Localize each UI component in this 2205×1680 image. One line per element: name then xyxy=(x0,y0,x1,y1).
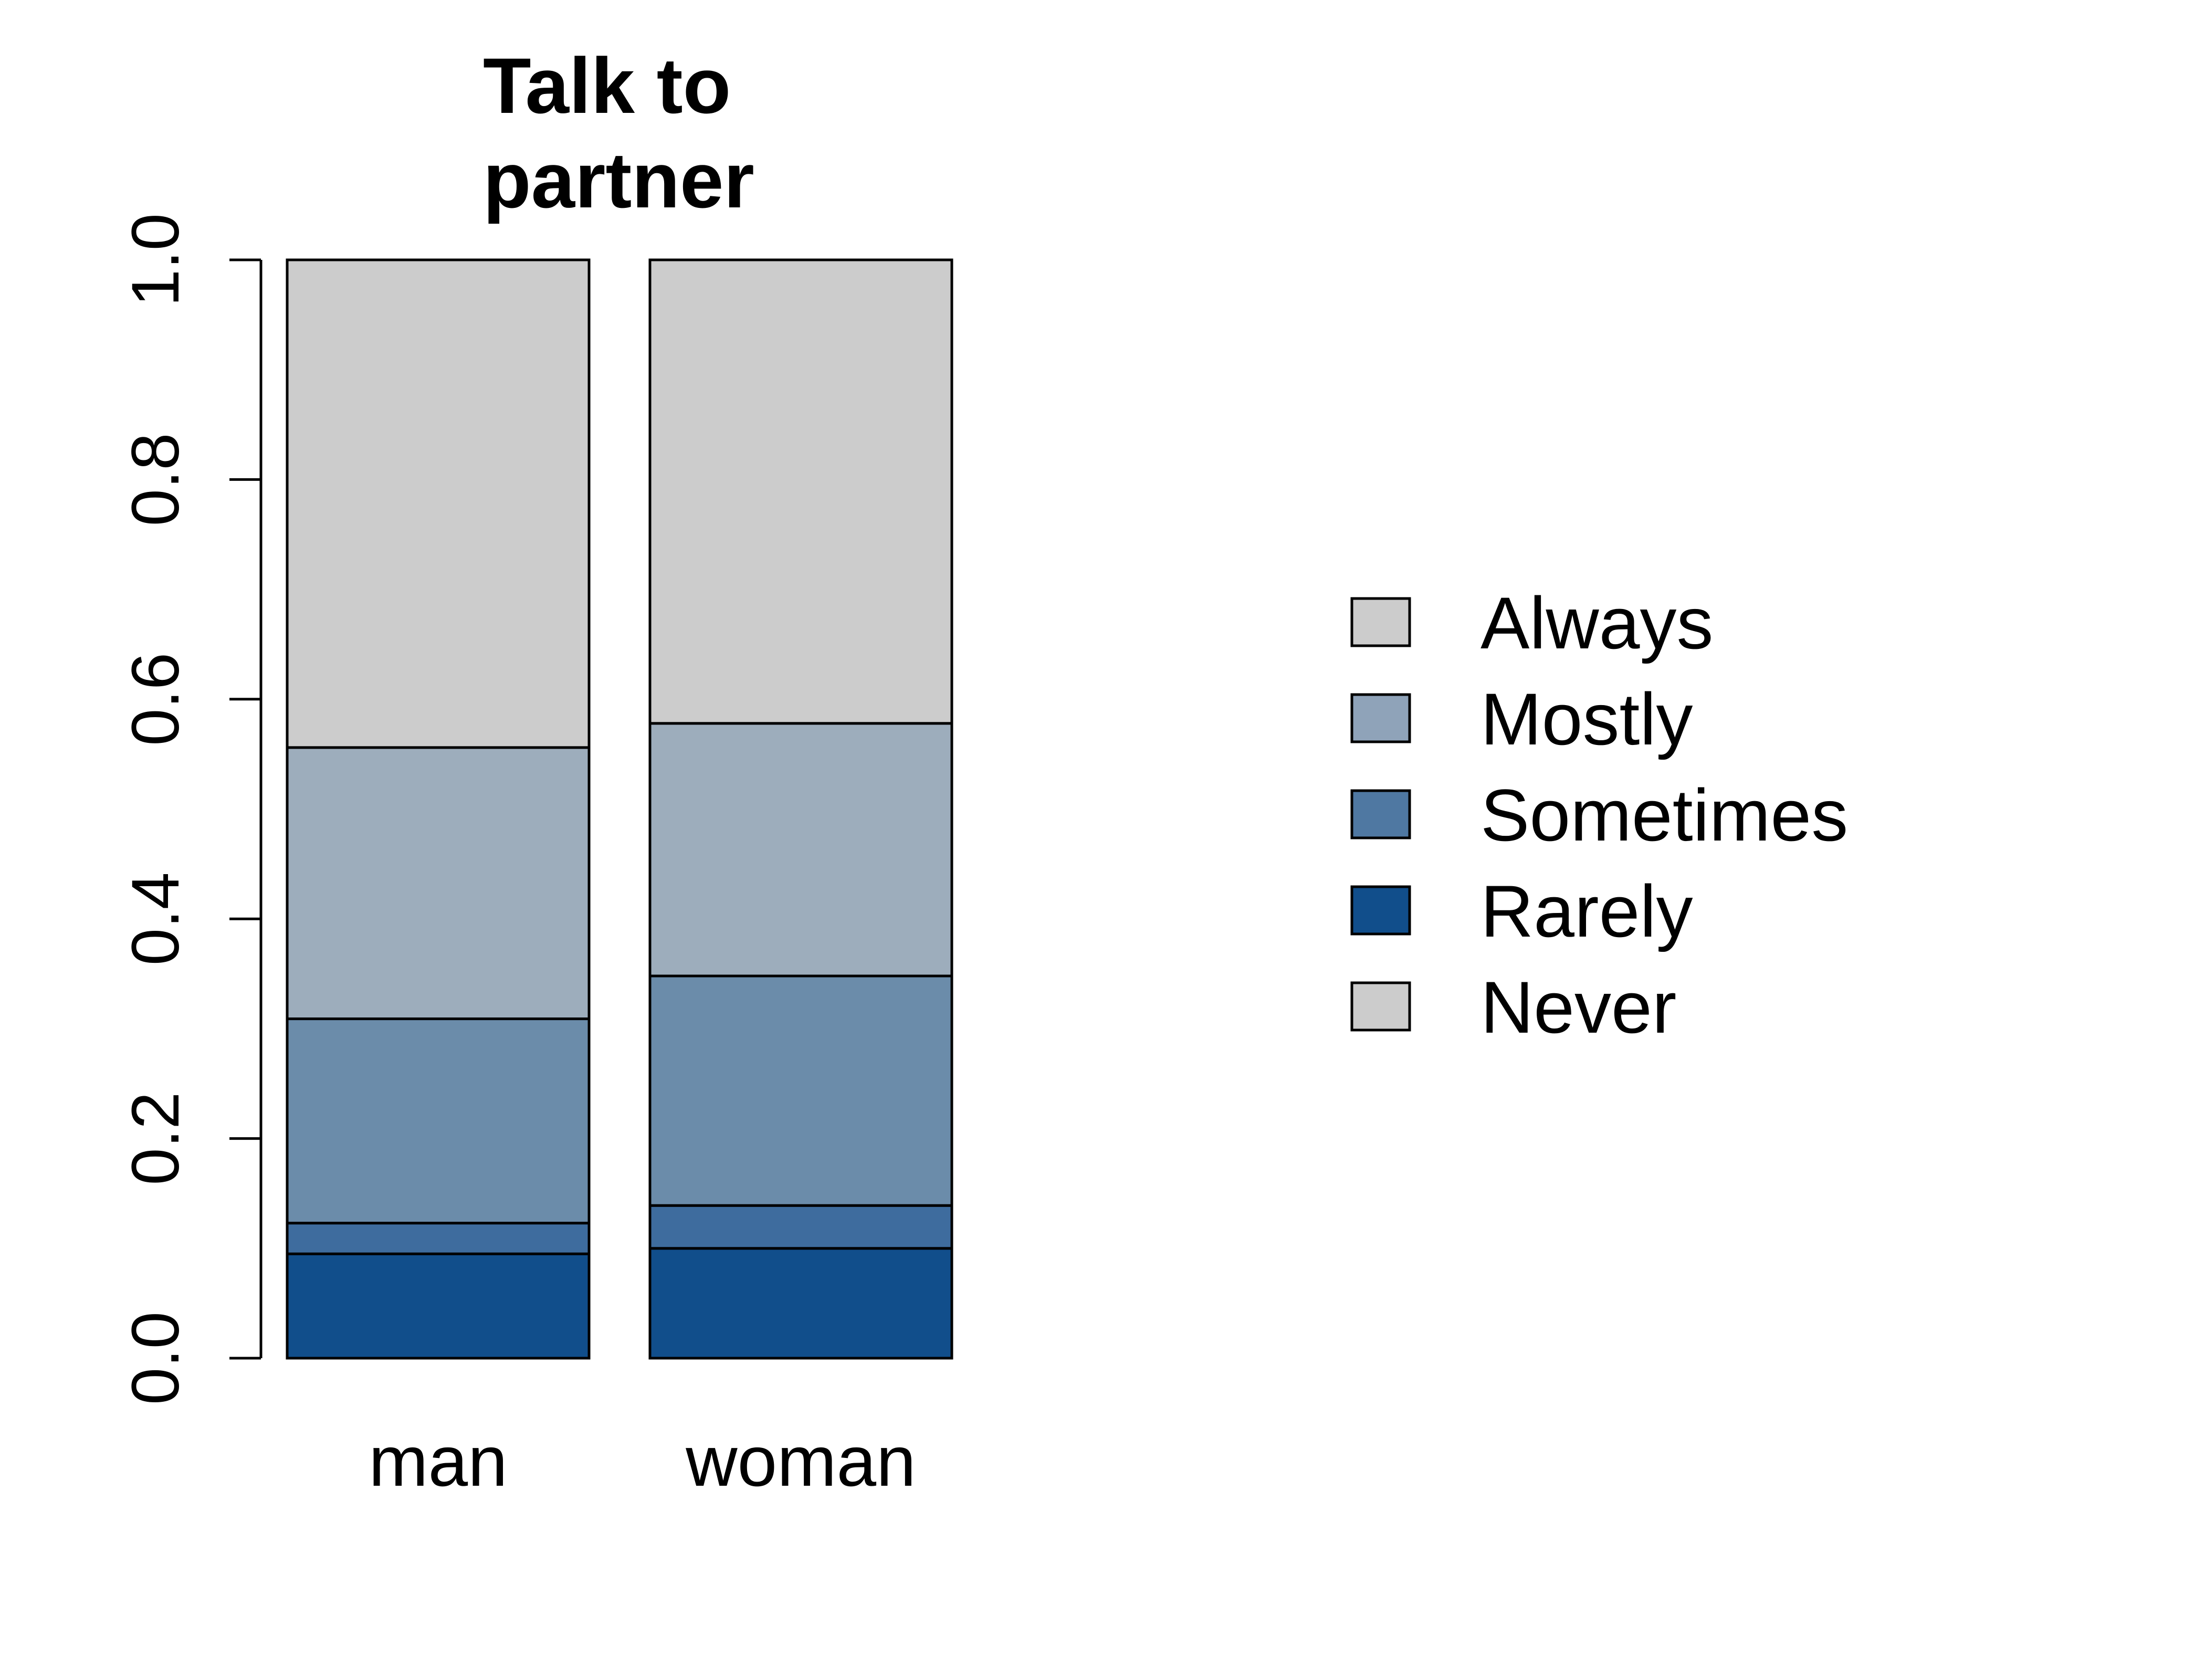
legend-label-always: Always xyxy=(1480,582,1713,664)
y-tick-label: 1.0 xyxy=(118,213,193,307)
bar-segment-man-sometimes xyxy=(286,1222,591,1255)
y-tick-label: 0.8 xyxy=(118,433,193,526)
y-axis: 0.0 0.2 0.4 0.6 0.8 1.0 xyxy=(118,213,262,1405)
legend-swatch-sometimes xyxy=(1350,789,1411,839)
bar-segment-man-never xyxy=(286,258,591,749)
x-category-label: woman xyxy=(685,1421,916,1501)
bar-segment-woman-sometimes xyxy=(648,1204,953,1250)
y-tick-label: 0.6 xyxy=(118,653,193,746)
chart-title-line-2: partner xyxy=(483,136,754,224)
bar-segment-man-rarely xyxy=(286,1252,591,1360)
bar-segment-man-always xyxy=(286,746,591,1021)
x-axis-labels: man woman xyxy=(369,1421,916,1501)
legend: Always Mostly Sometimes Rarely Never xyxy=(1350,582,1848,1048)
chart-title: Talk to partner xyxy=(483,41,754,224)
legend-label-rarely: Rarely xyxy=(1480,870,1693,952)
bar-segment-woman-mostly xyxy=(648,974,953,1207)
legend-swatch-rarely xyxy=(1350,885,1411,936)
y-tick-label: 0.0 xyxy=(118,1311,193,1405)
x-category-label: man xyxy=(369,1421,508,1501)
bars-group xyxy=(286,258,953,1360)
bar-segment-woman-rarely xyxy=(648,1247,953,1360)
legend-swatch-always xyxy=(1350,597,1411,647)
legend-swatch-mostly xyxy=(1350,693,1411,743)
legend-swatch-never xyxy=(1350,981,1411,1032)
legend-label-mostly: Mostly xyxy=(1480,678,1693,760)
legend-label-sometimes: Sometimes xyxy=(1480,774,1848,856)
chart-title-line-1: Talk to xyxy=(483,41,731,130)
y-tick-label: 0.2 xyxy=(118,1092,193,1185)
y-tick-label: 0.4 xyxy=(118,872,193,965)
bar-segment-man-mostly xyxy=(286,1017,591,1225)
legend-label-never: Never xyxy=(1480,966,1676,1048)
bar-segment-woman-always xyxy=(648,722,953,978)
bar-segment-woman-never xyxy=(648,258,953,725)
